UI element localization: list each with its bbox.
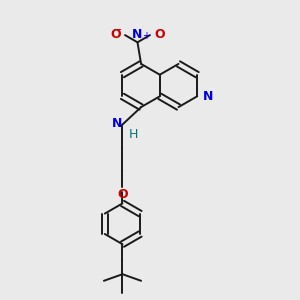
Text: +: + [142,31,150,41]
Text: N: N [202,90,213,103]
Text: O: O [154,28,165,41]
Text: H: H [129,128,139,140]
Text: N: N [112,117,122,130]
Text: O: O [118,188,128,201]
Text: −: − [113,25,122,35]
Text: N: N [132,28,143,41]
Text: O: O [110,28,121,41]
